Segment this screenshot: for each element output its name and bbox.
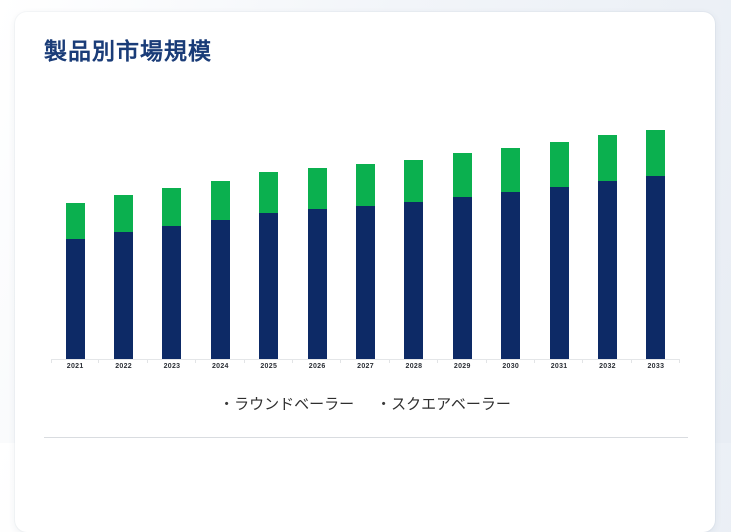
bar-segment[interactable] — [162, 188, 182, 226]
bar-segment[interactable] — [65, 239, 85, 359]
bar-group[interactable] — [390, 109, 438, 359]
bar-segment[interactable] — [452, 197, 472, 359]
bar-segment[interactable] — [597, 181, 617, 359]
stacked-bar[interactable] — [162, 188, 182, 359]
bar-segment[interactable] — [549, 142, 569, 187]
bar-group[interactable] — [535, 109, 583, 359]
stacked-bar[interactable] — [356, 164, 376, 359]
legend-bullet-icon: ・ — [376, 396, 392, 413]
bar-group[interactable] — [632, 109, 680, 359]
bar-segment[interactable] — [404, 202, 424, 359]
bar-group[interactable] — [487, 109, 535, 359]
x-tick-label: 2032 — [583, 360, 633, 370]
x-tick-label: 2028 — [390, 360, 439, 370]
x-tick-label: 2031 — [535, 360, 584, 370]
bar-group[interactable] — [99, 109, 147, 359]
bar-segment[interactable] — [259, 213, 279, 359]
plot-area — [51, 109, 680, 360]
bar-segment[interactable] — [452, 153, 472, 197]
bar-group[interactable] — [583, 109, 631, 359]
stacked-bar[interactable] — [452, 153, 472, 359]
bar-segment[interactable] — [356, 206, 376, 359]
stacked-bar[interactable] — [259, 172, 279, 359]
legend-item[interactable]: ・ラウンドベーラー — [219, 393, 354, 414]
bar-segment[interactable] — [210, 220, 230, 359]
stacked-bar[interactable] — [549, 142, 569, 359]
card-divider — [44, 437, 688, 438]
bar-segment[interactable] — [501, 192, 521, 359]
chart-legend: ・ラウンドベーラー・スクエアベーラー — [15, 393, 715, 414]
bar-segment[interactable] — [114, 195, 134, 232]
bar-segment[interactable] — [356, 164, 376, 206]
stacked-bar[interactable] — [210, 181, 230, 359]
chart-card: 製品別市場規模 2021 2022 2023 2024 2025 2026 2027 2028… — [15, 12, 715, 532]
bar-group[interactable] — [341, 109, 389, 359]
stacked-bar[interactable] — [114, 195, 134, 359]
stacked-bar[interactable] — [597, 135, 617, 359]
legend-item[interactable]: ・スクエアベーラー — [376, 393, 511, 414]
x-tick-label: 2033 — [632, 360, 681, 370]
legend-label: スクエアベーラー — [391, 396, 511, 413]
stacked-bar[interactable] — [65, 203, 85, 359]
bar-group[interactable] — [245, 109, 293, 359]
bar-group[interactable] — [293, 109, 341, 359]
stacked-bar[interactable] — [501, 148, 521, 359]
x-axis: 2021 2022 2023 2024 2025 2026 2027 2028 2029 2030… — [51, 360, 681, 370]
bar-segment[interactable] — [307, 168, 327, 209]
bar-group[interactable] — [196, 109, 244, 359]
x-tick-label: 2025 — [245, 360, 294, 370]
x-tick-label: 2023 — [148, 360, 197, 370]
bar-group[interactable] — [148, 109, 196, 359]
chart-title: 製品別市場規模 — [44, 38, 212, 64]
bar-segment[interactable] — [259, 172, 279, 213]
stacked-bar[interactable] — [646, 130, 666, 359]
bar-segment[interactable] — [307, 209, 327, 359]
bar-segment[interactable] — [114, 232, 134, 359]
x-tick-label: 2026 — [293, 360, 342, 370]
bar-segment[interactable] — [404, 160, 424, 202]
stacked-bar[interactable] — [307, 168, 327, 359]
stacked-bar-chart: 2021 2022 2023 2024 2025 2026 2027 2028 2029 2030… — [51, 109, 681, 370]
bar-segment[interactable] — [210, 181, 230, 220]
bar-group[interactable] — [51, 109, 99, 359]
legend-bullet-icon: ・ — [219, 396, 235, 413]
bar-group[interactable] — [438, 109, 486, 359]
bar-segment[interactable] — [162, 226, 182, 359]
x-tick-label: 2022 — [99, 360, 149, 370]
bar-segment[interactable] — [646, 130, 666, 176]
bar-segment[interactable] — [597, 135, 617, 181]
bar-segment[interactable] — [549, 187, 569, 359]
x-tick-label: 2027 — [341, 360, 391, 370]
bar-segment[interactable] — [646, 176, 666, 359]
legend-label: ラウンドベーラー — [234, 396, 355, 413]
bar-segment[interactable] — [65, 203, 85, 239]
x-tick-label: 2021 — [51, 360, 100, 370]
x-tick-label: 2029 — [438, 360, 487, 370]
x-tick-label: 2024 — [196, 360, 245, 370]
bar-segment[interactable] — [501, 148, 521, 192]
stacked-bar[interactable] — [404, 160, 424, 359]
x-tick-label: 2030 — [487, 360, 536, 370]
